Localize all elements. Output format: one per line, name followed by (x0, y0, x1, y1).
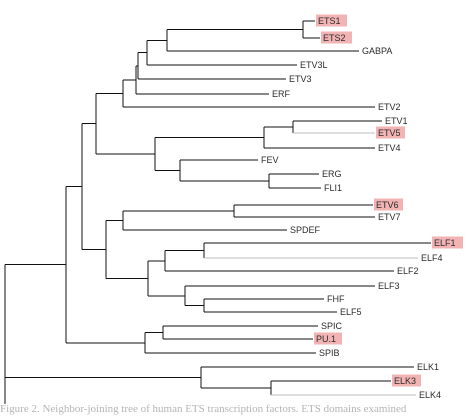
leaf-label-elk4: ELK4 (419, 390, 441, 400)
leaf-label-elf5: ELF5 (340, 307, 362, 317)
leaf-label-elf2: ELF2 (397, 266, 419, 276)
leaf-label-elk1: ELK1 (417, 362, 439, 372)
leaf-label-etv4: ETV4 (378, 143, 401, 153)
highlight-box-ets1 (316, 14, 347, 27)
leaf-label-elk3: ELK3 (394, 376, 416, 386)
leaf-label-pu1: PU.1 (316, 334, 336, 344)
branch-group (4, 20, 431, 404)
leaf-label-elf3: ELF3 (378, 281, 400, 291)
leaf-label-etv3: ETV3 (289, 74, 312, 84)
leaf-label-erg: ERG (322, 169, 342, 179)
leaf-label-etv1: ETV1 (385, 116, 408, 126)
leaf-label-spdef: SPDEF (290, 225, 321, 235)
leaf-label-fli1: FLI1 (324, 183, 342, 193)
leaf-label-erf: ERF (272, 89, 291, 99)
leaf-label-fhf: FHF (327, 294, 345, 304)
leaf-label-spic: SPIC (321, 321, 343, 331)
highlight-box-ets2 (321, 31, 352, 44)
highlight-box-elk3 (392, 374, 421, 387)
leaf-label-ets2: ETS2 (323, 33, 346, 43)
highlight-box-etv5 (376, 126, 405, 139)
leaf-label-group: ETS1 ETS2 GABPA ETV3L ETV3 ERF ETV2 ETV1 ETV5 ETV… (261, 16, 456, 400)
leaf-label-spib: SPIB (319, 348, 340, 358)
highlight-box-elf1 (432, 236, 463, 249)
leaf-label-fev: FEV (261, 155, 279, 165)
leaf-label-gabpa: GABPA (362, 46, 392, 56)
figure-caption: Figure 2. Neighbor-joining tree of human… (0, 403, 407, 415)
highlight-box-pu1 (314, 332, 342, 345)
leaf-label-elf4: ELF4 (421, 253, 443, 263)
highlight-group (314, 14, 463, 387)
leaf-label-elf1: ELF1 (434, 238, 456, 248)
leaf-label-etv7: ETV7 (378, 212, 401, 222)
leaf-label-etv5: ETV5 (378, 128, 401, 138)
leaf-label-etv2: ETV2 (378, 102, 401, 112)
leaf-label-etv3l: ETV3L (300, 60, 328, 70)
leaf-label-ets1: ETS1 (318, 16, 341, 26)
highlight-box-etv6 (374, 198, 403, 211)
leaf-label-etv6: ETV6 (376, 200, 399, 210)
